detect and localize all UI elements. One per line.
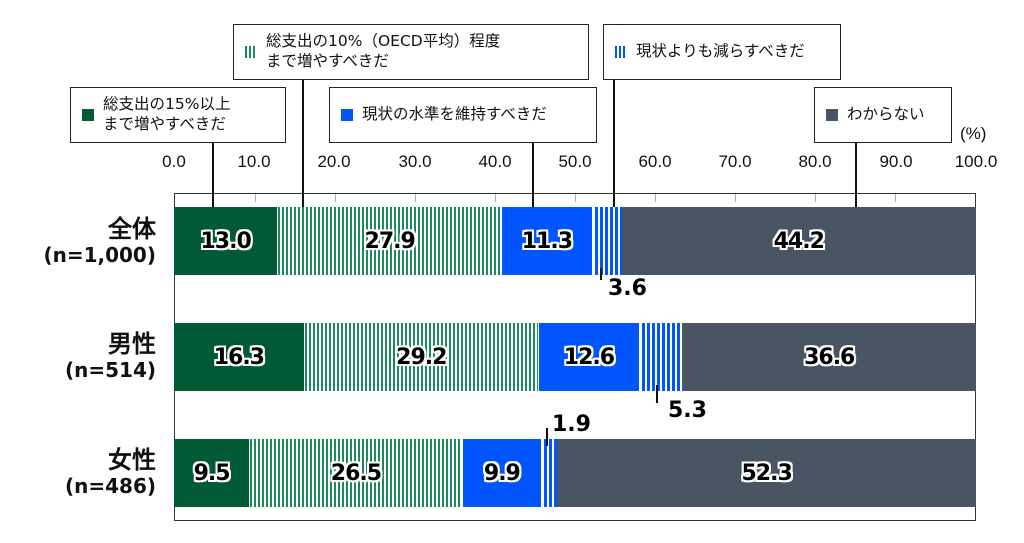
x-tick-label: 100.0 xyxy=(954,152,998,171)
legend-label-line1: 総支出の15%以上 xyxy=(103,95,231,113)
bar-segment: 52.3 xyxy=(557,439,976,507)
solid-blue-swatch-icon xyxy=(341,109,353,121)
x-tick-mark xyxy=(415,194,416,202)
legend-item-maintain: 現状の水準を維持すべきだ xyxy=(329,87,597,143)
legend-label-line1: 総支出の10%（OECD平均）程度 xyxy=(266,32,501,50)
value-label: 26.5 xyxy=(330,460,382,486)
value-label: 27.9 xyxy=(364,228,416,254)
legend-label: 現状の水準を維持すべきだ xyxy=(362,105,547,123)
category-name: 全体 xyxy=(108,215,156,243)
value-label: 13.0 xyxy=(200,228,252,254)
axis-unit: (%) xyxy=(960,124,987,143)
category-n: (n=1,000) xyxy=(43,243,156,267)
value-label: 9.5 xyxy=(193,460,231,486)
category-name: 女性 xyxy=(108,446,156,474)
leader-line xyxy=(855,143,857,213)
value-label-external: 3.6 xyxy=(608,276,647,301)
blue-stripes-swatch-icon xyxy=(615,46,627,58)
value-label: 16.3 xyxy=(213,344,265,370)
leader-line xyxy=(546,428,548,446)
x-tick-label: 60.0 xyxy=(638,152,672,171)
leader-line xyxy=(212,143,214,207)
bar-segment: 9.5 xyxy=(174,439,251,507)
bar-segment: 16.3 xyxy=(174,323,305,391)
bar-segment: 13.0 xyxy=(174,207,279,275)
leader-line xyxy=(613,80,615,215)
category-n: (n=486) xyxy=(64,474,156,498)
x-tick-label: 0.0 xyxy=(162,152,186,171)
bar-segment: 9.9 xyxy=(462,439,543,507)
value-label: 11.3 xyxy=(521,228,573,254)
x-tick-mark xyxy=(495,194,496,202)
legend-item-increase-10: 総支出の10%（OECD平均）程度 まで増やすべきだ xyxy=(233,24,589,80)
legend-label: 現状よりも減らすべきだ xyxy=(636,42,805,60)
category-label-female: 女性 (n=486) xyxy=(65,446,156,498)
green-stripes-swatch-icon xyxy=(245,46,257,58)
legend-label-line2: まで増やすべきだ xyxy=(103,115,226,133)
legend-label: わからない xyxy=(847,105,925,123)
value-label-external: 1.9 xyxy=(552,412,591,437)
value-label-external: 5.3 xyxy=(668,398,707,423)
x-tick-label: 10.0 xyxy=(237,152,271,171)
bar-female: 9.5 26.5 9.9 52.3 xyxy=(174,439,976,507)
bar-total: 13.0 27.9 11.3 44.2 xyxy=(174,207,976,275)
x-tick-label: 40.0 xyxy=(478,152,512,171)
leader-line xyxy=(600,268,602,280)
x-tick-label: 50.0 xyxy=(558,152,592,171)
x-tick-mark xyxy=(575,194,576,202)
leader-line xyxy=(656,385,658,403)
bar-segment: 11.3 xyxy=(502,207,593,275)
x-tick-label: 30.0 xyxy=(398,152,432,171)
value-label: 29.2 xyxy=(396,344,447,370)
x-tick-label: 70.0 xyxy=(718,152,752,171)
bar-male: 16.3 29.2 12.6 36.6 xyxy=(174,323,976,391)
x-tick-mark xyxy=(735,194,736,202)
leader-line xyxy=(302,80,304,214)
solid-dark-green-swatch-icon xyxy=(82,109,94,121)
bar-segment xyxy=(592,207,622,275)
bar-segment: 36.6 xyxy=(682,323,976,391)
x-tick-label: 90.0 xyxy=(879,152,913,171)
bar-segment: 29.2 xyxy=(304,323,539,391)
leader-line xyxy=(532,143,534,213)
category-label-total: 全体 (n=1,000) xyxy=(43,215,156,267)
bar-segment: 26.5 xyxy=(250,439,463,507)
x-tick-mark xyxy=(895,194,896,202)
solid-gray-swatch-icon xyxy=(826,109,838,121)
x-tick-mark xyxy=(815,194,816,202)
value-label: 52.3 xyxy=(741,460,792,486)
x-tick-label: 20.0 xyxy=(317,152,351,171)
legend-item-dont-know: わからない xyxy=(814,87,952,143)
category-name: 男性 xyxy=(108,330,156,358)
x-tick-label: 80.0 xyxy=(798,152,832,171)
value-label: 12.6 xyxy=(563,344,615,370)
x-tick-mark xyxy=(655,194,656,202)
value-label: 36.6 xyxy=(804,344,855,370)
bar-segment xyxy=(542,439,558,507)
bar-segment: 12.6 xyxy=(538,323,640,391)
bar-segment: 44.2 xyxy=(621,207,976,275)
legend-item-increase-15: 総支出の15%以上 まで増やすべきだ xyxy=(70,87,286,143)
category-n: (n=514) xyxy=(64,358,156,382)
legend-item-decrease: 現状よりも減らすべきだ xyxy=(603,24,841,80)
legend-label-line2: まで増やすべきだ xyxy=(266,52,389,70)
x-tick-mark xyxy=(335,194,336,202)
bar-segment: 27.9 xyxy=(278,207,503,275)
value-label: 44.2 xyxy=(773,228,825,254)
x-tick-mark xyxy=(255,194,256,202)
value-label: 9.9 xyxy=(483,460,521,486)
bar-segment xyxy=(639,323,683,391)
category-label-male: 男性 (n=514) xyxy=(65,330,156,382)
